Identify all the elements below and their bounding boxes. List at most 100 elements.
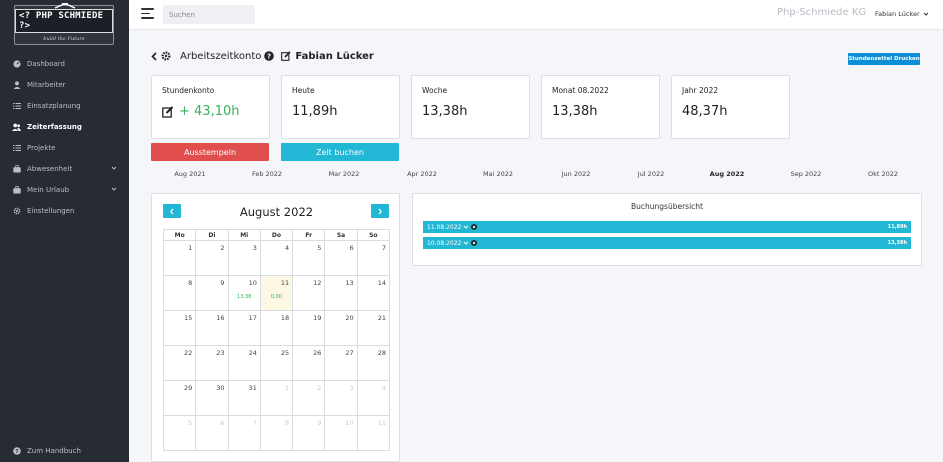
calendar-day[interactable]: 7 — [227, 415, 261, 451]
calendar-day[interactable]: 18 — [259, 310, 294, 346]
calendar-title: August 2022 — [239, 205, 314, 219]
sidebar-item-projekte[interactable]: Projekte — [0, 137, 129, 158]
calendar-day[interactable]: 2 — [292, 380, 326, 416]
calendar-day[interactable]: 8 — [259, 415, 294, 451]
close-circle-icon[interactable] — [471, 240, 478, 246]
calendar-day[interactable]: 8 — [162, 275, 197, 311]
calendar-day[interactable]: 10 13,38 — [227, 275, 261, 311]
calendar-day[interactable]: 27 — [324, 345, 358, 381]
sidebar-item-einsatzplanung[interactable]: Einsatzplanung — [0, 95, 129, 116]
edit-icon[interactable] — [162, 105, 174, 118]
chevron-down-icon — [923, 12, 928, 16]
chevron-down-icon[interactable] — [463, 240, 469, 246]
user-name: Fabian Lücker — [875, 10, 920, 18]
card-label: Jahr 2022 — [682, 86, 719, 95]
calendar-day[interactable]: 6 — [195, 415, 229, 451]
book-time-button[interactable]: Zeit buchen — [281, 143, 399, 161]
calendar-day[interactable]: 11 0,00 — [259, 275, 294, 311]
gauge-icon — [12, 59, 21, 68]
print-timesheet-button[interactable]: Stundenzettel Drucken — [848, 53, 920, 65]
booking-row[interactable]: 10.08.2022 13,38h — [423, 237, 911, 249]
user-menu[interactable]: Fabian Lücker — [875, 10, 929, 18]
calendar-day[interactable]: 20 — [324, 310, 358, 346]
handbook-link[interactable]: ? Zum Handbuch — [12, 446, 81, 455]
weekday-header: Do — [259, 229, 294, 241]
calendar-day[interactable]: 1 — [162, 240, 197, 276]
calendar-day[interactable]: 2 — [195, 240, 229, 276]
card-value: 11,89h — [292, 104, 338, 119]
calendar-day[interactable]: 10 — [324, 415, 358, 451]
sidebar-item-mitarbeiter[interactable]: Mitarbeiter — [0, 74, 129, 95]
calendar-day[interactable]: 23 — [195, 345, 229, 381]
calendar-day[interactable]: 14 — [356, 275, 391, 311]
sidebar-item-zeiterfassung[interactable]: Zeiterfassung — [0, 116, 129, 137]
calendar-day[interactable]: 3 — [324, 380, 358, 416]
day-number: 14 — [377, 279, 386, 287]
booking-row[interactable]: 11.08.2022 11,89h — [423, 221, 911, 233]
chevron-left-icon[interactable] — [151, 51, 157, 61]
booking-overview: Buchungsübersicht 11.08.2022 11,89h 10.0… — [412, 193, 922, 266]
clock-out-button[interactable]: Ausstempeln — [151, 143, 269, 161]
sidebar-item-dashboard[interactable]: Dashboard — [0, 53, 129, 74]
sidebar-item-einstellungen[interactable]: Einstellungen — [0, 200, 129, 221]
month-tab[interactable]: Jun 2022 — [561, 170, 591, 178]
gear-icon[interactable] — [161, 51, 171, 61]
chevron-down-icon[interactable] — [463, 224, 469, 230]
calendar-day[interactable]: 30 — [195, 380, 229, 416]
day-number: 7 — [381, 244, 386, 252]
calendar-day[interactable]: 3 — [227, 240, 261, 276]
month-tab[interactable]: Mar 2022 — [328, 170, 360, 178]
month-tab[interactable]: Mai 2022 — [482, 170, 514, 178]
calendar-day[interactable]: 4 — [356, 380, 391, 416]
calendar-day[interactable]: 4 — [259, 240, 294, 276]
calendar-day[interactable]: 6 — [324, 240, 358, 276]
hamburger-menu-icon[interactable] — [141, 8, 154, 20]
help-icon[interactable]: ? — [264, 51, 275, 61]
calendar-day[interactable]: 19 — [292, 310, 326, 346]
day-number: 28 — [377, 349, 386, 357]
calendar-next-button[interactable] — [371, 204, 389, 218]
card-label: Heute — [292, 86, 315, 95]
calendar-day[interactable]: 16 — [195, 310, 229, 346]
card-value: 13,38h — [422, 104, 468, 119]
month-tab[interactable]: Aug 2021 — [174, 170, 206, 178]
calendar-day[interactable]: 11 — [356, 415, 391, 451]
calendar-day[interactable]: 15 — [162, 310, 197, 346]
calendar-day[interactable]: 5 — [162, 415, 197, 451]
logo-tagline: build the Future — [43, 35, 85, 42]
calendar-day[interactable]: 25 — [259, 345, 294, 381]
sidebar-item-mein-urlaub[interactable]: Mein Urlaub — [0, 179, 129, 200]
calendar-day[interactable]: 28 — [356, 345, 391, 381]
calendar-day[interactable]: 31 — [227, 380, 261, 416]
calendar-day[interactable]: 24 — [227, 345, 261, 381]
day-number: 29 — [184, 384, 193, 392]
calendar-day[interactable]: 17 — [227, 310, 261, 346]
calendar-day[interactable]: 29 — [162, 380, 197, 416]
company-logo[interactable]: <? PHP SCHMIEDE ?> build the Future — [14, 3, 114, 45]
calendar-day[interactable]: 26 — [292, 345, 326, 381]
sidebar-item-abwesenheit[interactable]: Abwesenheit — [0, 158, 129, 179]
calendar-day[interactable]: 7 — [356, 240, 391, 276]
edit-icon[interactable] — [281, 51, 291, 61]
calendar-day[interactable]: 22 — [162, 345, 197, 381]
calendar-day[interactable]: 9 — [292, 415, 326, 451]
close-circle-icon[interactable] — [471, 224, 478, 230]
calendar-day[interactable]: 9 — [195, 275, 229, 311]
month-selector: Aug 2021 Feb 2022 Mar 2022 Apr 2022 Mai … — [151, 170, 923, 180]
calendar-prev-button[interactable] — [163, 204, 181, 218]
month-tab[interactable]: Jul 2022 — [637, 170, 665, 178]
month-tab[interactable]: Feb 2022 — [251, 170, 283, 178]
sidebar-nav: Dashboard Mitarbeiter Einsatzplanung Zei… — [0, 53, 129, 221]
month-tab-active[interactable]: Aug 2022 — [709, 170, 745, 178]
month-tab[interactable]: Sep 2022 — [790, 170, 822, 178]
list-icon — [12, 101, 21, 110]
month-tab[interactable]: Apr 2022 — [407, 170, 437, 178]
month-tab[interactable]: Okt 2022 — [867, 170, 899, 178]
calendar-day[interactable]: 21 — [356, 310, 391, 346]
calendar-day[interactable]: 12 — [292, 275, 326, 311]
calendar-day[interactable]: 13 — [324, 275, 358, 311]
calendar-day[interactable]: 1 — [259, 380, 294, 416]
search-input[interactable] — [163, 5, 255, 24]
calendar-day[interactable]: 5 — [292, 240, 326, 276]
day-number: 16 — [216, 314, 225, 322]
